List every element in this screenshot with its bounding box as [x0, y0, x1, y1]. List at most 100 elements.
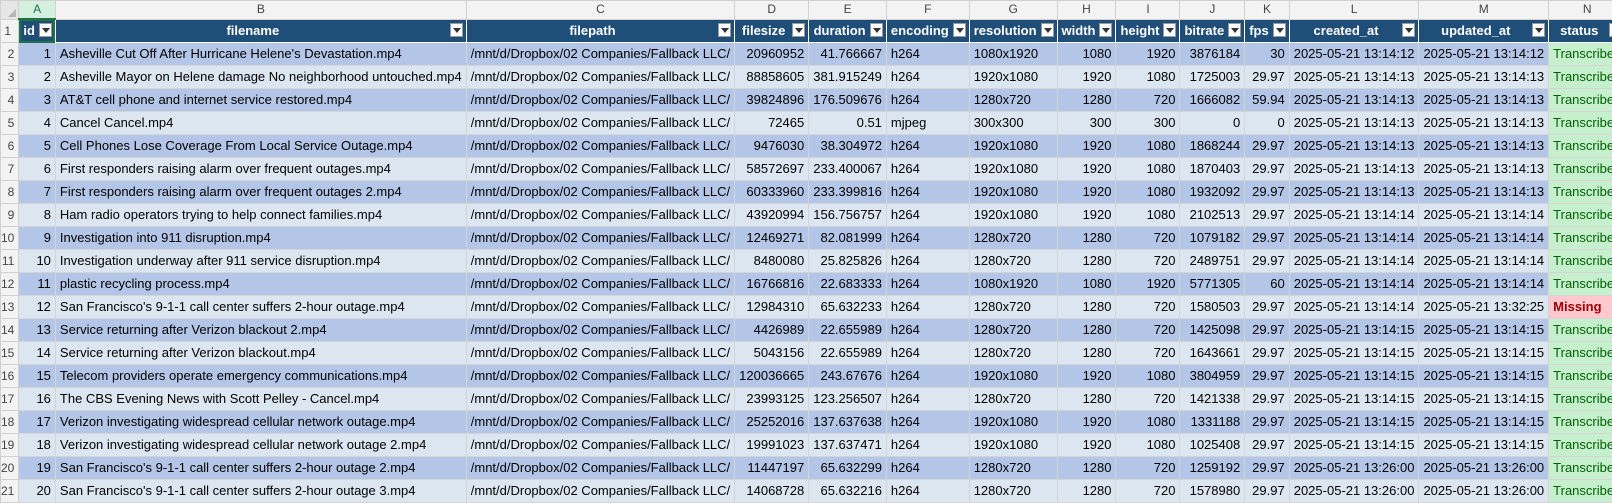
cell-filesize[interactable]: 60333960: [735, 181, 809, 204]
cell-fps[interactable]: 59.94: [1245, 89, 1290, 112]
header-filesize[interactable]: filesize: [735, 19, 809, 43]
cell-duration[interactable]: 22.655989: [809, 319, 887, 342]
cell-filesize[interactable]: 72465: [735, 112, 809, 135]
cell-updated-at[interactable]: 2025-05-21 13:14:13: [1419, 158, 1549, 181]
cell-duration[interactable]: 82.081999: [809, 227, 887, 250]
cell-created-at[interactable]: 2025-05-21 13:14:13: [1289, 158, 1419, 181]
row-number[interactable]: 11: [1, 250, 19, 273]
cell-height[interactable]: 720: [1116, 480, 1180, 503]
cell-fps[interactable]: 29.97: [1245, 365, 1290, 388]
cell-duration[interactable]: 22.655989: [809, 342, 887, 365]
cell-status[interactable]: Transcribed: [1549, 89, 1612, 112]
row-number[interactable]: 6: [1, 135, 19, 158]
filter-dropdown-icon[interactable]: [450, 23, 463, 37]
cell-filesize[interactable]: 23993125: [735, 388, 809, 411]
cell-bitrate[interactable]: 1425098: [1180, 319, 1245, 342]
cell-height[interactable]: 720: [1116, 457, 1180, 480]
cell-resolution[interactable]: 1280x720: [969, 457, 1057, 480]
cell-updated-at[interactable]: 2025-05-21 13:14:15: [1419, 342, 1549, 365]
cell-fps[interactable]: 29.97: [1245, 204, 1290, 227]
cell-filepath[interactable]: /mnt/d/Dropbox/02 Companies/Fallback LLC…: [466, 480, 734, 503]
cell-fps[interactable]: 29.97: [1245, 158, 1290, 181]
cell-id[interactable]: 7: [19, 181, 56, 204]
cell-created-at[interactable]: 2025-05-21 13:14:15: [1289, 388, 1419, 411]
cell-encoding[interactable]: h264: [886, 296, 969, 319]
cell-created-at[interactable]: 2025-05-21 13:14:13: [1289, 89, 1419, 112]
cell-duration[interactable]: 137.637638: [809, 411, 887, 434]
header-fps[interactable]: fps: [1245, 19, 1290, 43]
cell-resolution[interactable]: 1280x720: [969, 388, 1057, 411]
cell-resolution[interactable]: 1920x1080: [969, 434, 1057, 457]
cell-id[interactable]: 9: [19, 227, 56, 250]
cell-bitrate[interactable]: 0: [1180, 112, 1245, 135]
row-number[interactable]: 7: [1, 158, 19, 181]
header-resolution[interactable]: resolution: [969, 19, 1057, 43]
cell-status[interactable]: Transcribed: [1549, 388, 1612, 411]
cell-created-at[interactable]: 2025-05-21 13:14:14: [1289, 273, 1419, 296]
row-number[interactable]: 15: [1, 342, 19, 365]
cell-updated-at[interactable]: 2025-05-21 13:14:15: [1419, 365, 1549, 388]
cell-filename[interactable]: Verizon investigating widespread cellula…: [55, 411, 466, 434]
cell-fps[interactable]: 30: [1245, 43, 1290, 66]
cell-bitrate[interactable]: 1643661: [1180, 342, 1245, 365]
cell-width[interactable]: 1920: [1057, 434, 1116, 457]
cell-duration[interactable]: 65.632299: [809, 457, 887, 480]
cell-height[interactable]: 720: [1116, 388, 1180, 411]
column-letter-n[interactable]: N: [1549, 1, 1612, 20]
cell-filesize[interactable]: 9476030: [735, 135, 809, 158]
cell-filesize[interactable]: 39824896: [735, 89, 809, 112]
cell-filepath[interactable]: /mnt/d/Dropbox/02 Companies/Fallback LLC…: [466, 250, 734, 273]
header-filepath[interactable]: filepath: [466, 19, 734, 43]
cell-resolution[interactable]: 1280x720: [969, 319, 1057, 342]
cell-created-at[interactable]: 2025-05-21 13:14:14: [1289, 296, 1419, 319]
cell-filepath[interactable]: /mnt/d/Dropbox/02 Companies/Fallback LLC…: [466, 342, 734, 365]
cell-filename[interactable]: Asheville Cut Off After Hurricane Helene…: [55, 43, 466, 66]
cell-created-at[interactable]: 2025-05-21 13:14:15: [1289, 319, 1419, 342]
cell-status[interactable]: Transcribed: [1549, 227, 1612, 250]
cell-updated-at[interactable]: 2025-05-21 13:14:12: [1419, 43, 1549, 66]
cell-updated-at[interactable]: 2025-05-21 13:14:15: [1419, 411, 1549, 434]
cell-id[interactable]: 1: [19, 43, 56, 66]
cell-status[interactable]: Transcribed: [1549, 480, 1612, 503]
cell-filepath[interactable]: /mnt/d/Dropbox/02 Companies/Fallback LLC…: [466, 434, 734, 457]
cell-bitrate[interactable]: 3876184: [1180, 43, 1245, 66]
cell-filesize[interactable]: 120036665: [735, 365, 809, 388]
cell-id[interactable]: 19: [19, 457, 56, 480]
row-number[interactable]: 16: [1, 365, 19, 388]
cell-fps[interactable]: 29.97: [1245, 227, 1290, 250]
cell-filepath[interactable]: /mnt/d/Dropbox/02 Companies/Fallback LLC…: [466, 89, 734, 112]
cell-filepath[interactable]: /mnt/d/Dropbox/02 Companies/Fallback LLC…: [466, 181, 734, 204]
row-number[interactable]: 18: [1, 411, 19, 434]
cell-resolution[interactable]: 1920x1080: [969, 365, 1057, 388]
cell-updated-at[interactable]: 2025-05-21 13:14:14: [1419, 250, 1549, 273]
cell-width[interactable]: 1920: [1057, 158, 1116, 181]
cell-height[interactable]: 720: [1116, 250, 1180, 273]
cell-width[interactable]: 1280: [1057, 388, 1116, 411]
column-letter-c[interactable]: C: [466, 1, 734, 20]
cell-bitrate[interactable]: 2102513: [1180, 204, 1245, 227]
cell-encoding[interactable]: h264: [886, 43, 969, 66]
cell-id[interactable]: 18: [19, 434, 56, 457]
cell-updated-at[interactable]: 2025-05-21 13:14:15: [1419, 434, 1549, 457]
cell-encoding[interactable]: h264: [886, 273, 969, 296]
column-letter-i[interactable]: I: [1116, 1, 1180, 20]
cell-status[interactable]: Transcribed: [1549, 66, 1612, 89]
cell-duration[interactable]: 41.766667: [809, 43, 887, 66]
cell-filesize[interactable]: 14068728: [735, 480, 809, 503]
cell-updated-at[interactable]: 2025-05-21 13:14:13: [1419, 135, 1549, 158]
cell-filename[interactable]: AT&T cell phone and internet service res…: [55, 89, 466, 112]
cell-filesize[interactable]: 88858605: [735, 66, 809, 89]
cell-filepath[interactable]: /mnt/d/Dropbox/02 Companies/Fallback LLC…: [466, 457, 734, 480]
cell-status[interactable]: Transcribed: [1549, 273, 1612, 296]
cell-updated-at[interactable]: 2025-05-21 13:14:13: [1419, 112, 1549, 135]
cell-created-at[interactable]: 2025-05-21 13:14:13: [1289, 66, 1419, 89]
cell-filename[interactable]: First responders raising alarm over freq…: [55, 181, 466, 204]
header-bitrate[interactable]: bitrate: [1180, 19, 1245, 43]
cell-filename[interactable]: Investigation into 911 disruption.mp4: [55, 227, 466, 250]
column-letter-k[interactable]: K: [1245, 1, 1290, 20]
filter-dropdown-icon[interactable]: [953, 23, 966, 37]
cell-id[interactable]: 16: [19, 388, 56, 411]
row-number[interactable]: 3: [1, 66, 19, 89]
filter-dropdown-icon[interactable]: [1041, 23, 1054, 37]
cell-filename[interactable]: San Francisco's 9-1-1 call center suffer…: [55, 480, 466, 503]
